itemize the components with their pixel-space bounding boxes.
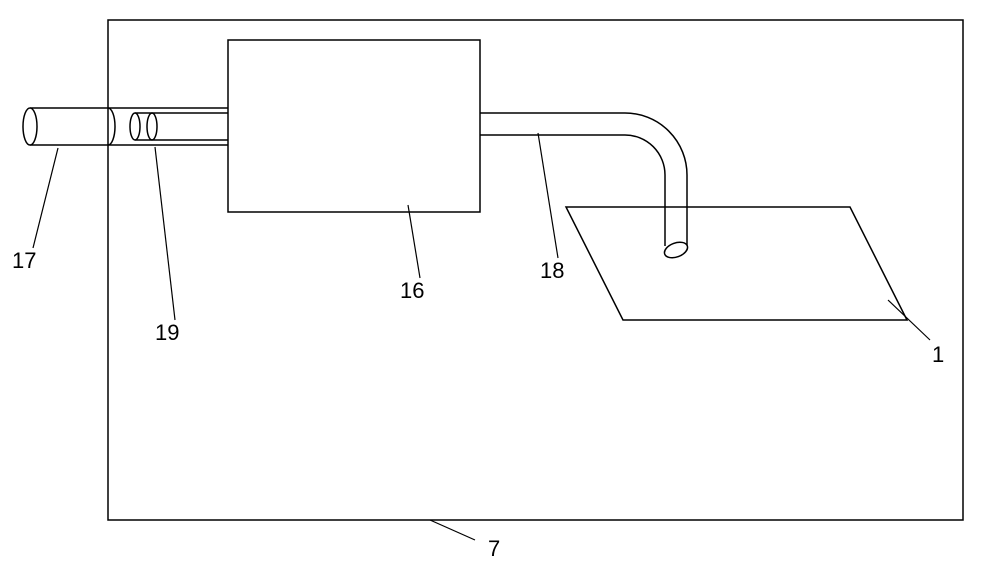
leader-19 [155, 147, 175, 320]
leader-16 [408, 205, 420, 278]
labels: 17 19 16 18 1 7 [12, 248, 944, 561]
tray [566, 207, 907, 320]
label-17: 17 [12, 248, 36, 273]
label-7: 7 [488, 536, 500, 561]
label-1: 1 [932, 342, 944, 367]
label-19: 19 [155, 320, 179, 345]
schematic-diagram: 17 19 16 18 1 7 [0, 0, 1000, 572]
label-16: 16 [400, 278, 424, 303]
label-18: 18 [540, 258, 564, 283]
leader-17 [33, 148, 58, 248]
main-block [228, 40, 480, 212]
leader-18 [538, 133, 558, 258]
leader-7 [430, 520, 475, 540]
inner-pipe [130, 113, 228, 140]
outlet-pipe [480, 113, 690, 261]
